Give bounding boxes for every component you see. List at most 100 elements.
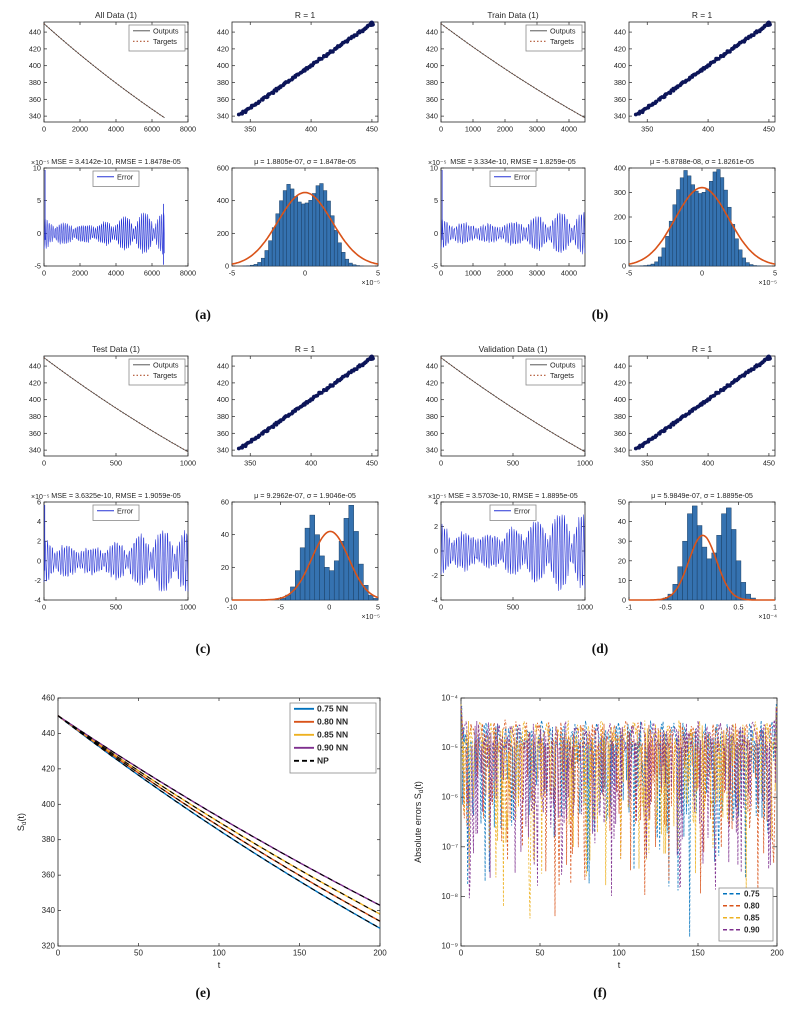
legend-label: Outputs [550, 360, 576, 369]
y-tick-label: -2 [35, 576, 42, 585]
subplot-title: R = 1 [692, 10, 713, 20]
legend-box [92, 170, 140, 187]
error-series [43, 530, 189, 592]
y-tick-label: 440 [217, 362, 229, 371]
histogram-bar [676, 189, 681, 267]
histogram-bar [687, 175, 692, 267]
legend-label: Error [117, 506, 134, 515]
data-point [727, 383, 732, 387]
subplot-title: Validation Data (1) [479, 344, 548, 354]
legend-box [128, 358, 186, 386]
legend-label: 0.75 NN [317, 703, 348, 713]
histogram-bar [735, 560, 742, 601]
histogram-bar [257, 262, 262, 267]
y-axis-exponent: ×10⁻⁵ [428, 160, 447, 167]
x-tick-label: 350 [641, 459, 653, 468]
subplot-a-decay: 0 2000 4000 6000 8000 340 360 380 400 420 440 All D… [29, 10, 196, 134]
x-tick-label: 0 [42, 269, 46, 278]
histogram-bar [338, 540, 345, 601]
data-point [257, 433, 262, 438]
x-tick-label: 350 [641, 125, 653, 134]
y-tick-label: 200 [217, 229, 229, 238]
x-tick-label: 50 [134, 949, 143, 958]
histogram-bar [368, 594, 374, 601]
x-tick-label: 500 [507, 459, 519, 468]
legend-label: Targets [153, 371, 177, 380]
y-axis-exponent: ×10⁻⁵ [31, 494, 50, 501]
y-tick-label: 440 [29, 362, 41, 371]
histogram-bar [706, 558, 712, 601]
x-tick-label: 0 [303, 269, 307, 278]
x-tick-label: -0.5 [659, 603, 672, 612]
y-tick-label: 360 [29, 95, 41, 104]
x-tick-label: 4000 [108, 269, 124, 278]
data-point [693, 406, 697, 411]
y-tick-label: 420 [426, 44, 438, 53]
panel-c-test-data: 0 500 1000 340 360 380 400 420 440 Test Data (1) O… [8, 340, 398, 657]
y-tick-label: -5 [35, 262, 42, 271]
histogram-bar [333, 560, 340, 601]
y-tick-label: -4 [432, 596, 439, 605]
legend-label: Targets [550, 371, 574, 380]
histogram-bar [694, 190, 699, 267]
histogram-bar [705, 188, 710, 267]
histogram-bar [723, 189, 728, 267]
x-tick-label: 5 [376, 269, 380, 278]
histogram-bar [679, 177, 684, 267]
histogram-bar [329, 570, 335, 601]
x-tick-label: 2000 [72, 269, 88, 278]
panel-f-absolute-errors: 0 50 100 150 200 10⁻⁹ 10⁻⁸ 10⁻⁷ 10⁻⁶ 10⁻⁵ 10⁻⁴ t Abs… [405, 684, 795, 1001]
y-tick-label: 400 [614, 395, 626, 404]
histogram-bar [352, 264, 357, 267]
panel-f-plot: 0 50 100 150 200 10⁻⁹ 10⁻⁸ 10⁻⁷ 10⁻⁶ 10⁻⁵ 10⁻⁴ t Abs… [413, 694, 784, 971]
error-series [440, 514, 586, 591]
y-tick-label: 440 [217, 28, 229, 37]
subplot-title: μ = 5.9849e-07, σ = 1.8895e-05 [651, 491, 753, 500]
subplot-b-regression: 350 400 450 340 360 380 400 420 440 R = 1 [614, 10, 776, 134]
x-tick-label: -5 [229, 269, 236, 278]
y-tick-label: 340 [217, 446, 229, 455]
y-tick-label: 10⁻⁶ [442, 793, 458, 802]
histogram-bar [745, 262, 750, 267]
subplot-c-error: 0 500 1000 -4 -2 0 2 4 6 MSE = 3.6325e-10, RMSE =… [31, 491, 196, 612]
y-tick-label: 10 [618, 576, 626, 585]
histogram-bar [683, 170, 688, 267]
histogram-bar [343, 518, 350, 601]
y-tick-label: 10 [33, 164, 41, 173]
panel-e-plot: 0 50 100 150 200 320 340 360 380 400 420 440 460 t Sd(… [16, 694, 387, 971]
histogram-bar [701, 546, 708, 601]
y-tick-label: 360 [426, 429, 438, 438]
plot-absolute-errors: 0 50 100 150 200 10⁻⁹ 10⁻⁸ 10⁻⁷ 10⁻⁶ 10⁻⁵ 10⁻⁴ t Abs… [413, 694, 784, 971]
histogram-bar [264, 250, 269, 267]
y-tick-label: 10⁻⁴ [441, 694, 458, 703]
histogram-bar [333, 230, 339, 267]
subplot-title: MSE = 3.334e-10, RMSE = 1.8259e-05 [450, 157, 575, 166]
panel-e-survival-curves: 0 50 100 150 200 320 340 360 380 400 420 440 460 t Sd(… [8, 684, 398, 1001]
outputs-series [440, 23, 586, 119]
x-tick-label: 150 [691, 949, 705, 958]
legend-label: 0.85 NN [317, 729, 348, 739]
data-point [765, 22, 770, 27]
panel-b-train-data: 0 1000 2000 3000 4000 340 360 380 400 420 440 Train… [405, 6, 795, 323]
x-tick-label: 2000 [497, 125, 513, 134]
y-tick-label: 400 [29, 61, 41, 70]
abs-error-series-0-80 [460, 707, 778, 917]
histogram-bar [657, 256, 663, 267]
legend-label: Error [117, 172, 134, 181]
subplot-a-regression: 350 400 450 340 360 380 400 420 440 R = 1 [217, 10, 379, 134]
x-tick-label: 4000 [561, 269, 577, 278]
y-tick-label: 40 [221, 530, 229, 539]
outputs-series [43, 23, 165, 119]
y-tick-label: 380 [426, 78, 438, 87]
legend-label: Outputs [153, 360, 179, 369]
y-tick-label: 0 [37, 556, 41, 565]
normal-fit-curve [628, 186, 776, 265]
histogram-bar [271, 227, 277, 267]
normal-fit-curve [629, 534, 775, 601]
y-tick-label: 50 [618, 498, 626, 507]
histogram-bar [720, 177, 725, 267]
x-tick-label: 5 [773, 269, 777, 278]
